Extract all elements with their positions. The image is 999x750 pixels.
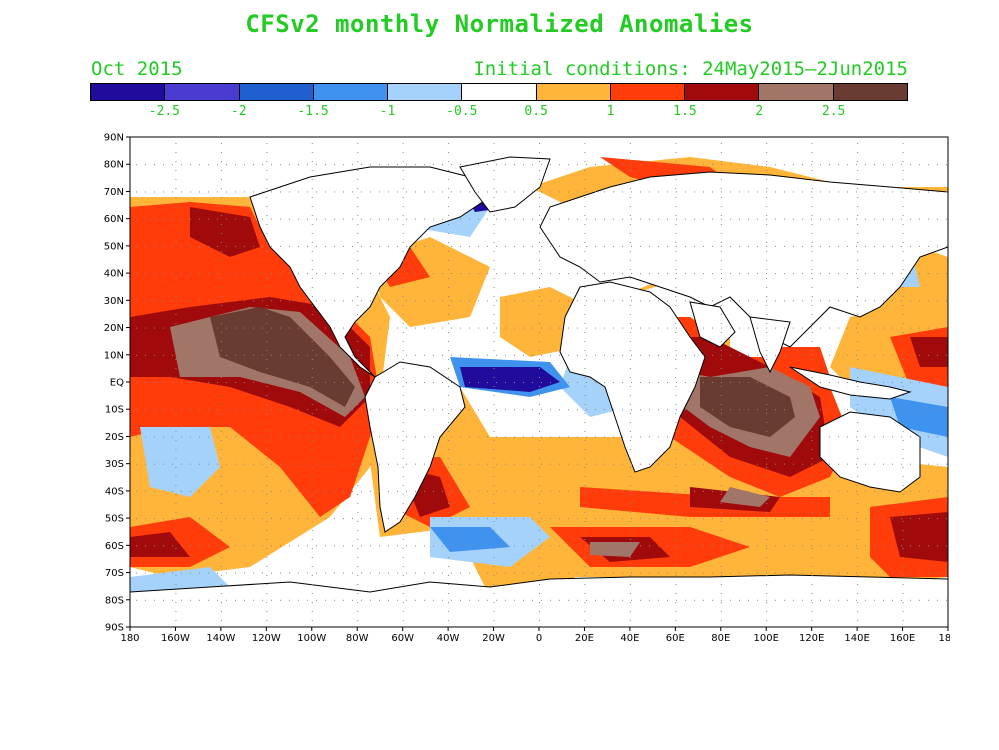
initial-conditions-label: Initial conditions: 24May2015—2Jun2015 [473,58,908,80]
color-scale-swatch [685,84,760,100]
grid-dots [136,143,947,621]
lon-label: 20W [482,633,505,641]
lon-label: 40E [620,633,639,641]
indonesia-outline [789,366,912,400]
lat-label: 40S [105,486,124,497]
longitude-axis: 180 160W 140W 120W 100W 80W 60W 40W 20W 0 20E 40E 60… [120,627,958,644]
anomaly-map-svg: 90N 80N 70N 60N 50N 40N 30N 20N 10N EQ 10S 20S 30S 40… [104,133,958,645]
eurasia-outline [539,171,948,348]
lon-label: 40W [437,633,460,641]
lat-label: 80N [104,160,124,171]
lat-label: 90N [104,133,124,144]
lat-label: 80S [105,595,124,606]
color-scale-swatch [313,84,389,100]
color-scale-swatch [759,84,834,100]
color-scale-swatch [91,84,166,100]
lat-label: 60N [104,214,124,225]
color-scale-label: -1 [379,104,396,119]
lon-label: 180 [120,633,139,641]
south-america-outline [364,361,466,533]
lon-label: 100E [754,633,779,641]
lon-label: 0 [536,633,542,641]
color-scale-swatch [388,84,463,100]
color-scale-label: 1 [606,104,615,119]
color-scale-label: 0.5 [524,104,548,119]
lon-label: 60W [391,633,414,641]
lat-label: 30S [105,459,124,470]
australia-outline [819,411,921,493]
lat-label: 60S [105,541,124,552]
lat-label: 70N [104,187,124,198]
lat-label: 70S [105,568,124,579]
color-scale-label: 1.5 [673,104,697,119]
lon-label: 180 [938,633,950,641]
arabia-outline [689,301,736,348]
lat-label: 50S [105,514,124,525]
color-scale-label: 2 [755,104,764,119]
map-title: CFSv2 monthly Normalized Anomalies [245,10,754,38]
color-scale-label: 2.5 [821,104,846,119]
color-scale-swatch [165,84,240,100]
anomaly-map: 90N 80N 70N 60N 50N 40N 30N 20N 10N EQ 10S 20S 30S 40… [90,131,958,645]
color-scale-swatch [833,84,907,100]
color-scale-swatch [462,84,537,100]
lat-label: 20S [105,432,124,443]
color-scale-label: -2 [230,104,247,119]
anomaly-above-2.5-regions [210,307,795,437]
antarctica-outline [130,574,948,627]
color-scale-swatch [239,84,314,100]
lon-label: 120W [252,633,281,641]
color-scale-label: -1.5 [297,104,329,119]
lon-label: 140W [206,633,235,641]
valid-month-label: Oct 2015 [91,58,183,80]
greenland-outline [459,156,551,213]
lon-label: 160E [890,633,915,641]
lat-label: 30N [104,296,124,307]
anomaly-field [130,137,948,627]
africa-outline [559,281,706,473]
lon-label: 160W [161,633,190,641]
color-scale-label: -2.5 [148,104,181,119]
lon-label: 20E [575,633,594,641]
lon-label: 80W [346,633,369,641]
lon-label: 100W [297,633,326,641]
lat-label: 10S [105,405,124,416]
lat-label: 10N [104,350,124,361]
latitude-axis: 90N 80N 70N 60N 50N 40N 30N 20N 10N EQ 10S 20S 30S 40… [104,133,130,634]
color-scale-label: -0.5 [446,104,478,119]
color-scale-bar [90,83,908,101]
lat-label: 20N [104,323,124,334]
continent-outlines [130,156,948,627]
lon-label: 80E [711,633,730,641]
india-outline [749,316,791,374]
lat-label: EQ [110,378,124,389]
lat-label: 40N [104,269,124,280]
lat-label: 90S [105,623,124,634]
lat-label: 50N [104,241,124,252]
color-scale-labels: -2.5 -2 -1.5 -1 -0.5 0.5 1 1.5 2 2.5 [90,104,908,120]
lon-label: 140E [844,633,869,641]
color-scale-swatch [536,84,611,100]
lon-label: 120E [799,633,824,641]
lon-label: 60E [666,633,685,641]
color-scale-swatch [610,84,686,100]
